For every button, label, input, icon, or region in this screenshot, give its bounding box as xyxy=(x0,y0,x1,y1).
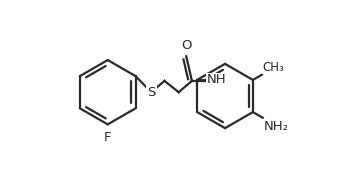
Text: CH₃: CH₃ xyxy=(263,61,284,74)
Text: S: S xyxy=(147,86,156,99)
Text: NH: NH xyxy=(206,73,226,86)
Text: O: O xyxy=(181,39,191,51)
Text: F: F xyxy=(104,131,111,144)
Text: NH₂: NH₂ xyxy=(264,120,289,133)
